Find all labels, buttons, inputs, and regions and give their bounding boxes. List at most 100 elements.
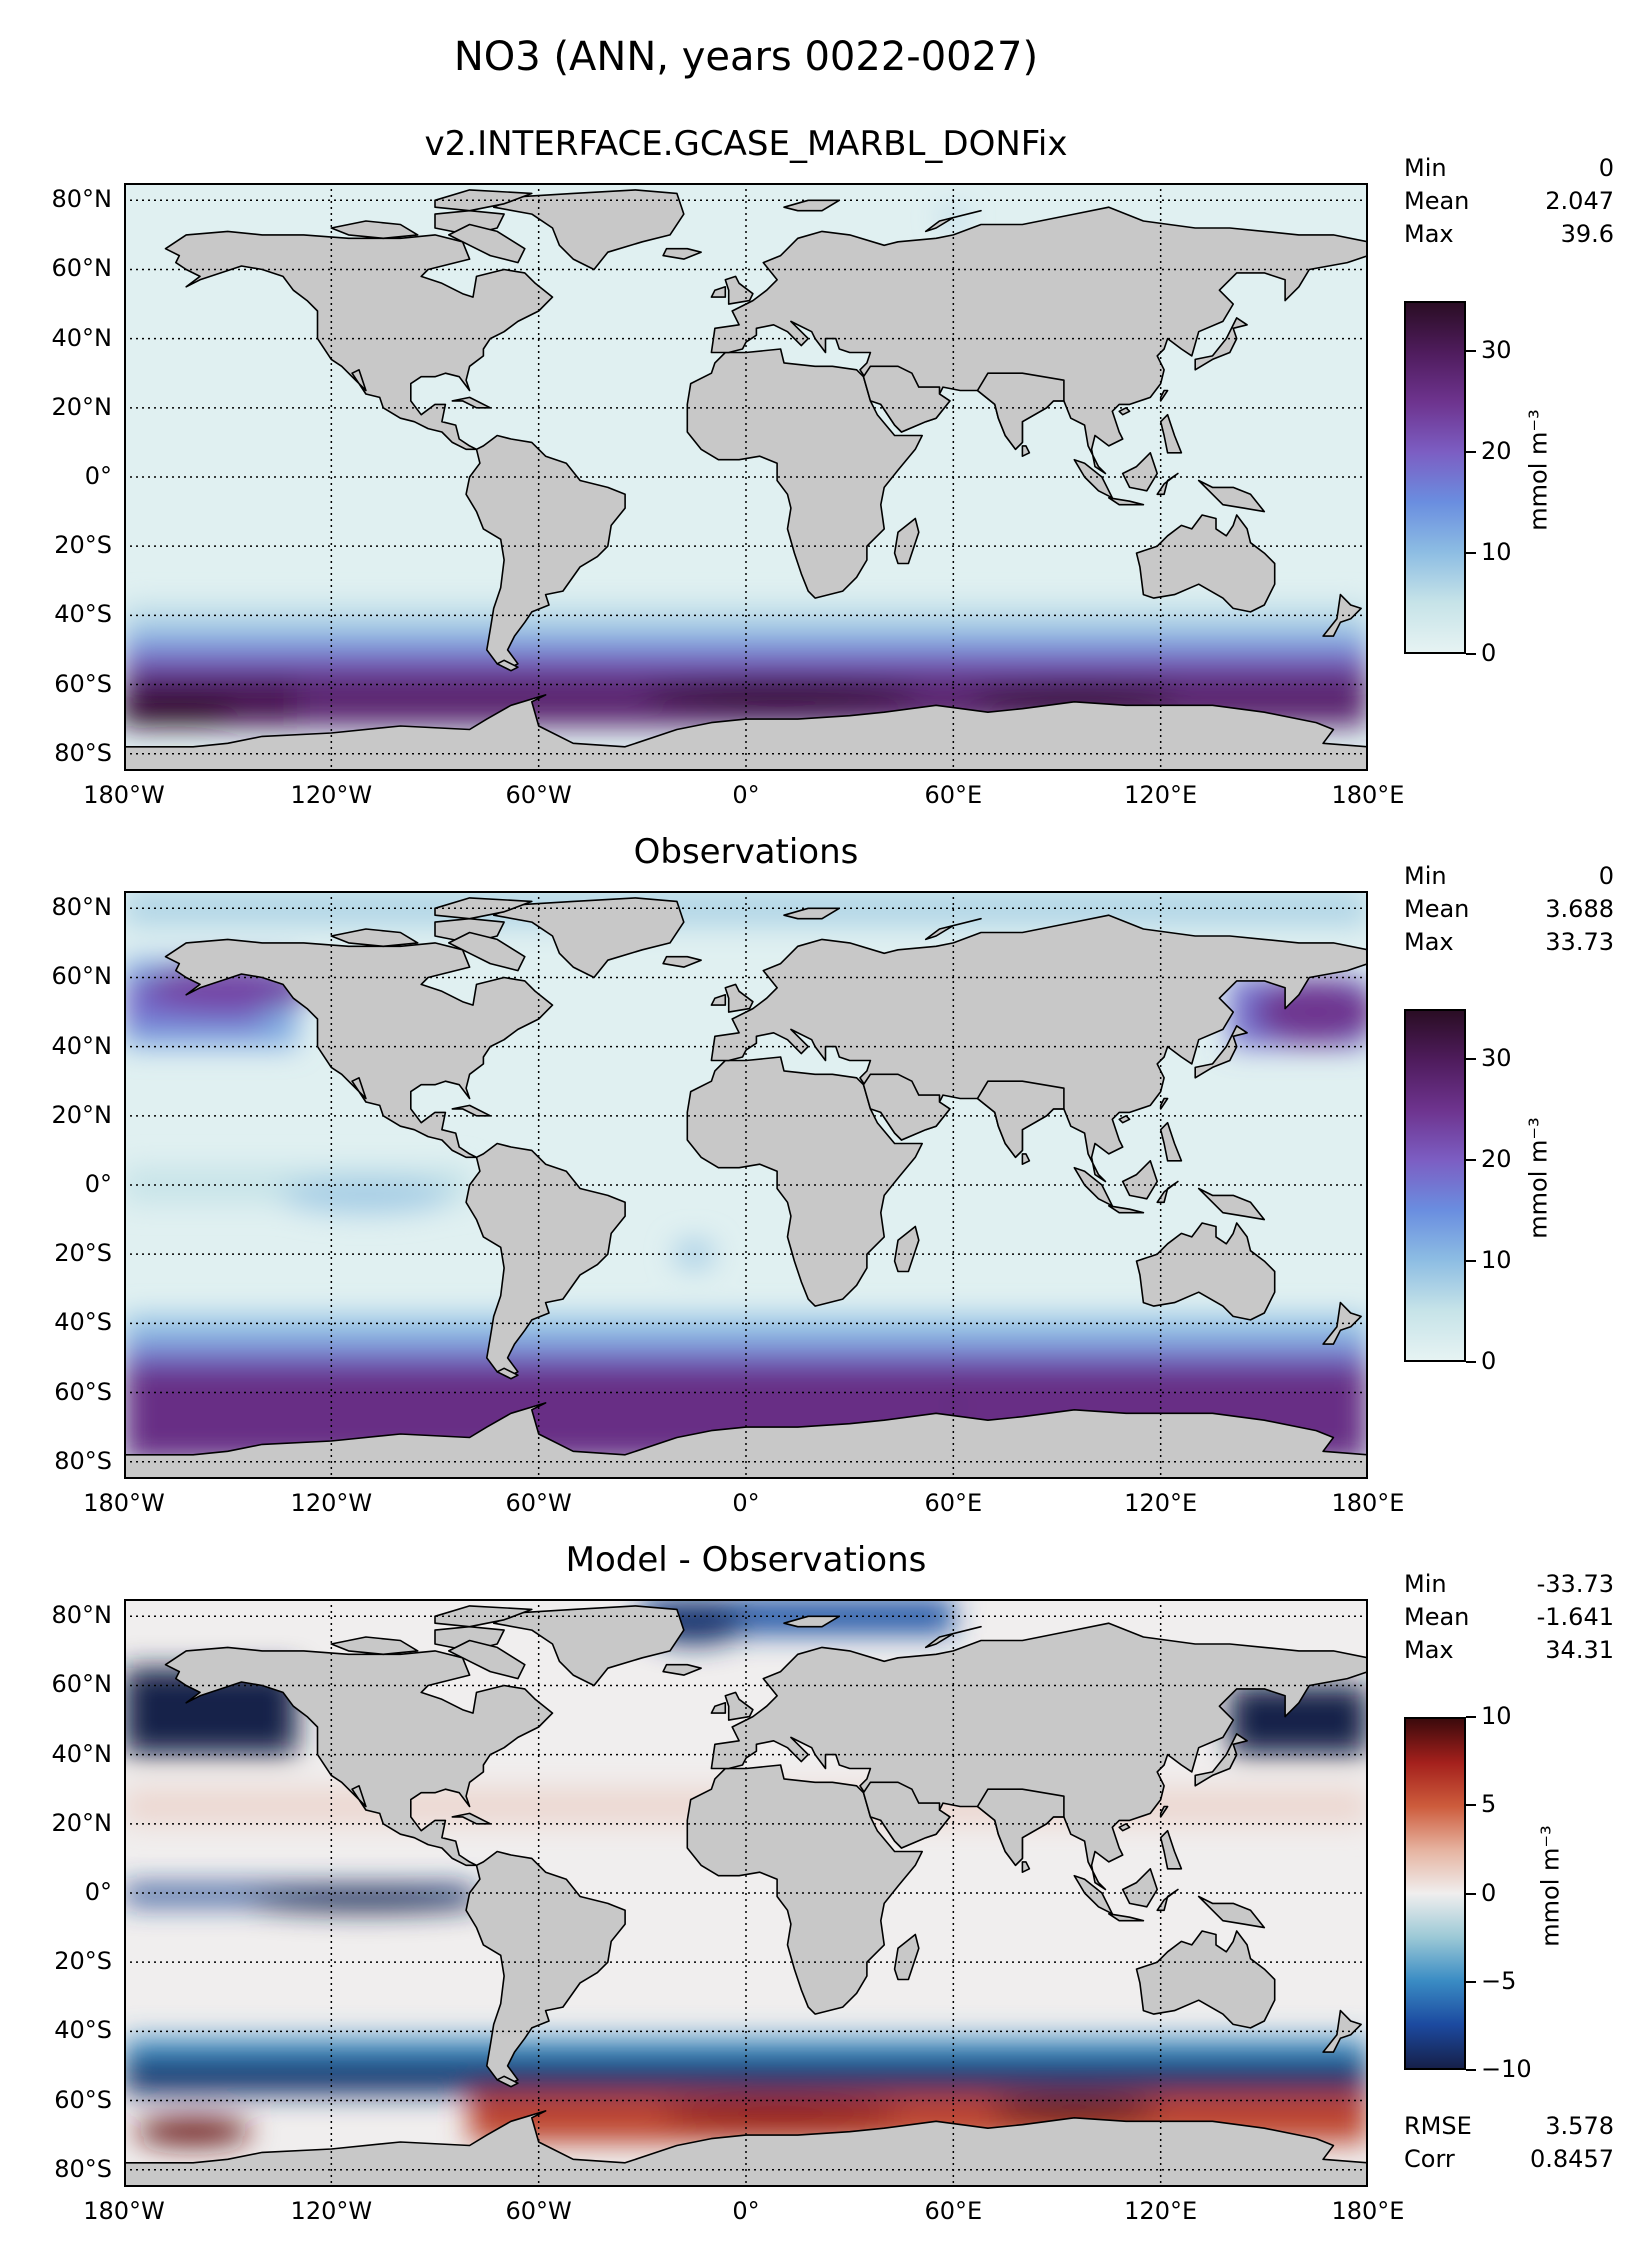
stat-value: 0 <box>1598 154 1614 182</box>
lat-tick-label: 0° <box>84 1170 112 1198</box>
land-arabia-sinai <box>862 1073 951 1141</box>
lat-tick-label: 40°S <box>54 1308 112 1337</box>
stat-value: 2.047 <box>1545 187 1614 215</box>
field-band <box>124 891 1368 926</box>
land-madagascar <box>893 517 920 565</box>
land-novaya-zemlya <box>924 917 982 941</box>
field-blob <box>244 1889 487 1911</box>
panel-title-difference: Model - Observations <box>565 1540 927 1580</box>
land-sri-lanka <box>1021 1861 1031 1874</box>
stat-value: 3.688 <box>1545 895 1614 923</box>
colorbar-tick <box>1466 1980 1476 1983</box>
land-india-fill <box>976 1080 1065 1159</box>
stats-model: Min 0 Mean 2.047 Max 39.6 <box>1404 152 1614 251</box>
lon-tick-label: 60°W <box>505 781 572 809</box>
lat-tick-label: 40°N <box>51 1031 113 1060</box>
stat-label: Max <box>1404 1636 1454 1664</box>
colorbar-tick-label: −10 <box>1481 2055 1532 2083</box>
map-observations <box>124 891 1368 1479</box>
lon-tick-label: 180°W <box>83 1489 165 1517</box>
field-band <box>124 649 1368 671</box>
panel-title-observations: Observations <box>633 832 859 872</box>
land-madagascar <box>893 1933 920 1981</box>
land-novaya-zemlya <box>924 1625 982 1649</box>
lon-tick-label: 120°W <box>290 1489 373 1517</box>
stats-difference: Min -33.73 Mean -1.641 Max 34.31 <box>1404 1568 1614 1667</box>
land-ellesmere <box>434 189 533 212</box>
stat-label: Max <box>1404 928 1454 956</box>
land-japan <box>1194 1733 1248 1787</box>
land-india-fill <box>976 372 1065 451</box>
colorbar-tick-label: 10 <box>1481 538 1512 567</box>
land-baffin <box>447 223 526 264</box>
stat-label: Min <box>1404 1570 1447 1598</box>
land-new-guinea <box>1197 1895 1266 1929</box>
land-arabia-sinai <box>862 1781 951 1849</box>
stat-label: Min <box>1404 862 1447 890</box>
metric-label: RMSE <box>1404 2112 1472 2140</box>
colorbar-tick-label: 10 <box>1481 1246 1512 1275</box>
colorbar-observations <box>1404 1009 1466 1362</box>
land-canadian-arctic-1 <box>330 928 419 948</box>
lon-tick-label: 180°E <box>1331 781 1405 809</box>
stat-value: 34.31 <box>1545 1636 1614 1664</box>
land-eurasia <box>710 206 1368 475</box>
land-japan <box>1194 317 1248 371</box>
map-svg <box>124 891 1368 1479</box>
field-blob <box>124 698 239 727</box>
lat-tick-label: 40°S <box>54 600 112 629</box>
land-canadian-arctic-1 <box>330 220 419 240</box>
lat-tick-label: 80°S <box>54 1446 112 1475</box>
land-australia <box>1135 514 1276 613</box>
lat-tick-label: 20°N <box>51 392 113 421</box>
stat-label: Mean <box>1404 1603 1470 1631</box>
lon-tick-label: 60°W <box>505 1489 572 1517</box>
land-greenland <box>492 189 685 271</box>
land-japan <box>1194 1025 1248 1079</box>
lat-tick-label: 80°N <box>51 1601 113 1630</box>
map-difference <box>124 1599 1368 2187</box>
graticule <box>124 183 1368 771</box>
metrics-difference: RMSE 3.578 Corr 0.8457 <box>1404 2110 1614 2176</box>
field-blob <box>642 681 919 709</box>
lon-tick-label: 60°E <box>924 781 983 809</box>
graticule <box>124 1599 1368 2187</box>
figure-title: NO3 (ANN, years 0022-0027) <box>453 34 1039 80</box>
land-greenland <box>492 1605 685 1687</box>
land-ellesmere <box>434 1605 533 1628</box>
land-taiwan <box>1159 389 1169 402</box>
field-blob <box>279 1178 453 1213</box>
stat-value: 39.6 <box>1560 220 1614 248</box>
land-ellesmere <box>434 897 533 920</box>
lat-tick-label: 60°N <box>51 1670 113 1699</box>
land-iceland <box>662 955 702 968</box>
colorbar-tick <box>1466 1716 1476 1718</box>
colorbar-tick-label: 5 <box>1481 1790 1497 1819</box>
land-sri-lanka <box>1021 445 1031 458</box>
lon-tick-label: 60°W <box>505 2197 572 2225</box>
lon-tick-label: 60°E <box>924 1489 983 1517</box>
land-philippines <box>1159 413 1183 454</box>
lat-tick-label: 60°N <box>51 254 113 283</box>
land-svalbard <box>783 1615 841 1628</box>
colorbar-tick-label: −5 <box>1481 1966 1517 1995</box>
lat-tick-label: 0° <box>84 1878 112 1906</box>
land-arabia-sinai <box>862 365 951 433</box>
land-borneo <box>1121 1159 1158 1200</box>
land-north-america <box>164 938 554 1159</box>
land-antarctica <box>124 2110 1368 2187</box>
metric-value: 3.578 <box>1545 2112 1614 2140</box>
land-baffin <box>447 1639 526 1680</box>
lon-tick-label: 120°E <box>1124 2197 1198 2225</box>
land-philippines <box>1159 1829 1183 1870</box>
land-sulawesi <box>1156 472 1179 496</box>
land-iceland <box>662 247 702 260</box>
field-band <box>124 2038 1368 2060</box>
field-blob <box>946 1402 961 1410</box>
lat-tick-label: 60°S <box>54 2085 112 2114</box>
land-masses <box>124 1605 1368 2187</box>
colorbar-tick-label: 10 <box>1481 1702 1512 1730</box>
land-new-guinea <box>1197 1187 1266 1221</box>
stats-observations: Min 0 Mean 3.688 Max 33.73 <box>1404 860 1614 959</box>
lon-tick-label: 120°W <box>290 781 373 809</box>
